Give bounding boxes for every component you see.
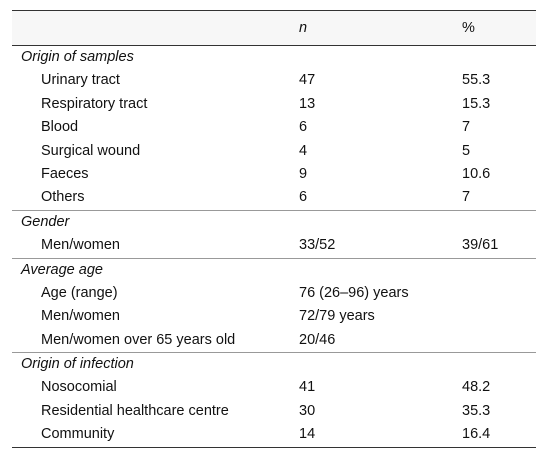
table-row: Others 6 7 (12, 186, 536, 209)
header-n: n (299, 20, 308, 36)
row-percent: 35.3 (462, 402, 491, 419)
row-percent: 7 (462, 119, 471, 136)
section-title: Gender (21, 213, 70, 230)
row-label: Residential healthcare centre (41, 402, 229, 419)
table-row: Blood 6 7 (12, 116, 536, 139)
row-label: Urinary tract (41, 72, 120, 89)
section-header: Average age (12, 257, 536, 282)
section-header: Gender (12, 209, 536, 234)
table-row: Urinary tract 47 55.3 (12, 69, 536, 92)
row-label: Age (range) (41, 284, 118, 301)
row-percent: 15.3 (462, 95, 491, 112)
row-n: 4 (299, 142, 308, 159)
row-percent: 5 (462, 142, 471, 159)
row-percent: 39/61 (462, 237, 499, 254)
row-label: Blood (41, 119, 79, 136)
table-row: Men/women 72/79 years (12, 305, 536, 328)
section-title: Origin of infection (21, 356, 134, 373)
row-n: 41 (299, 379, 316, 396)
section-title: Average age (21, 261, 103, 278)
section-header: Origin of infection (12, 352, 536, 376)
row-n: 72/79 years (299, 308, 375, 325)
row-n: 6 (299, 189, 308, 206)
row-percent: 48.2 (462, 379, 491, 396)
row-label: Nosocomial (41, 379, 117, 396)
table-row: Nosocomial 41 48.2 (12, 376, 536, 399)
row-percent: 10.6 (462, 165, 491, 182)
row-n: 6 (299, 119, 308, 136)
row-n: 13 (299, 95, 316, 112)
row-percent: 7 (462, 189, 471, 206)
row-label: Respiratory tract (41, 95, 148, 112)
table-row: Residential healthcare centre 30 35.3 (12, 400, 536, 423)
table-row: Community 14 16.4 (12, 423, 536, 446)
table-row: Surgical wound 4 5 (12, 140, 536, 163)
row-label: Men/women (41, 308, 120, 325)
row-n: 20/46 (299, 331, 336, 348)
header-percent: % (462, 20, 475, 36)
table-row: Men/women over 65 years old 20/46 (12, 329, 536, 352)
table-row: Faeces 9 10.6 (12, 163, 536, 186)
table-body: Origin of samples Urinary tract 47 55.3 Resp… (12, 46, 536, 447)
row-label: Men/women (41, 237, 120, 254)
row-n: 33/52 (299, 237, 336, 254)
row-label: Community (41, 426, 115, 443)
section-title: Origin of samples (21, 49, 134, 65)
row-n: 76 (26–96) years (299, 284, 409, 301)
row-label: Others (41, 189, 85, 206)
row-percent: 55.3 (462, 72, 491, 89)
table-row: Respiratory tract 13 15.3 (12, 93, 536, 116)
table-header: n % (12, 11, 536, 46)
row-n: 47 (299, 72, 316, 89)
row-label: Men/women over 65 years old (41, 331, 236, 348)
table-row: Age (range) 76 (26–96) years (12, 282, 536, 305)
row-percent: 16.4 (462, 426, 491, 443)
row-n: 9 (299, 165, 308, 182)
table-row: Men/women 33/52 39/61 (12, 234, 536, 257)
data-table: n % Origin of samples Urinary tract 47 55.3… (12, 10, 536, 448)
row-label: Surgical wound (41, 142, 141, 159)
section-header: Origin of samples (12, 46, 536, 69)
row-n: 30 (299, 402, 316, 419)
row-label: Faeces (41, 165, 89, 182)
row-n: 14 (299, 426, 316, 443)
